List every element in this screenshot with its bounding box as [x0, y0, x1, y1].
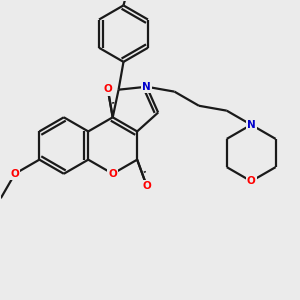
Text: N: N	[247, 120, 256, 130]
Text: O: O	[108, 169, 117, 179]
Text: N: N	[142, 82, 151, 92]
Text: O: O	[11, 169, 19, 179]
Text: O: O	[142, 181, 151, 191]
Text: O: O	[247, 176, 256, 186]
Text: O: O	[103, 85, 112, 94]
